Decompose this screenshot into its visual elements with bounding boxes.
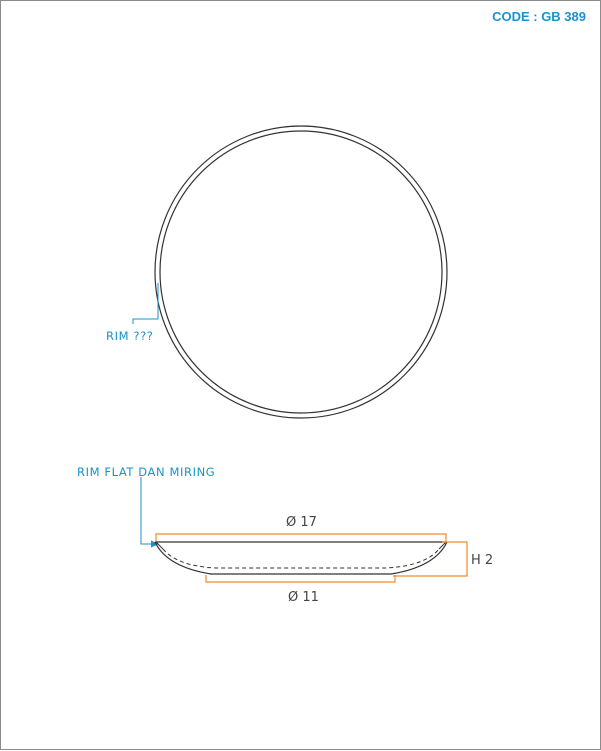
top-diameter-dimension bbox=[155, 533, 447, 541]
height-dimension bbox=[393, 541, 468, 577]
rim-leader-line bbox=[132, 283, 159, 324]
rim-flat-label: RIM FLAT DAN MIRING bbox=[77, 465, 215, 479]
bottom-diameter-dimension bbox=[205, 575, 396, 583]
rim-bevel-right bbox=[438, 541, 447, 550]
plate-inner-hidden-line bbox=[162, 548, 440, 569]
top-diameter-label: Ø 17 bbox=[286, 515, 317, 530]
leader-arrowhead bbox=[151, 540, 159, 548]
height-label: H 2 bbox=[471, 553, 493, 568]
product-code: CODE : GB 389 bbox=[492, 9, 586, 24]
inner-rim-circle bbox=[159, 130, 443, 414]
top-view: RIM ??? bbox=[106, 125, 448, 419]
outer-rim-circle bbox=[154, 125, 448, 419]
rim-label: RIM ??? bbox=[106, 329, 153, 343]
plate-outer-profile bbox=[154, 541, 448, 575]
rim-bevel-left bbox=[155, 541, 164, 550]
bottom-diameter-label: Ø 11 bbox=[288, 590, 319, 605]
side-view: RIM FLAT DAN MIRING Ø 17 Ø 11 H 2 bbox=[77, 465, 493, 605]
rim-flat-leader bbox=[140, 477, 154, 545]
